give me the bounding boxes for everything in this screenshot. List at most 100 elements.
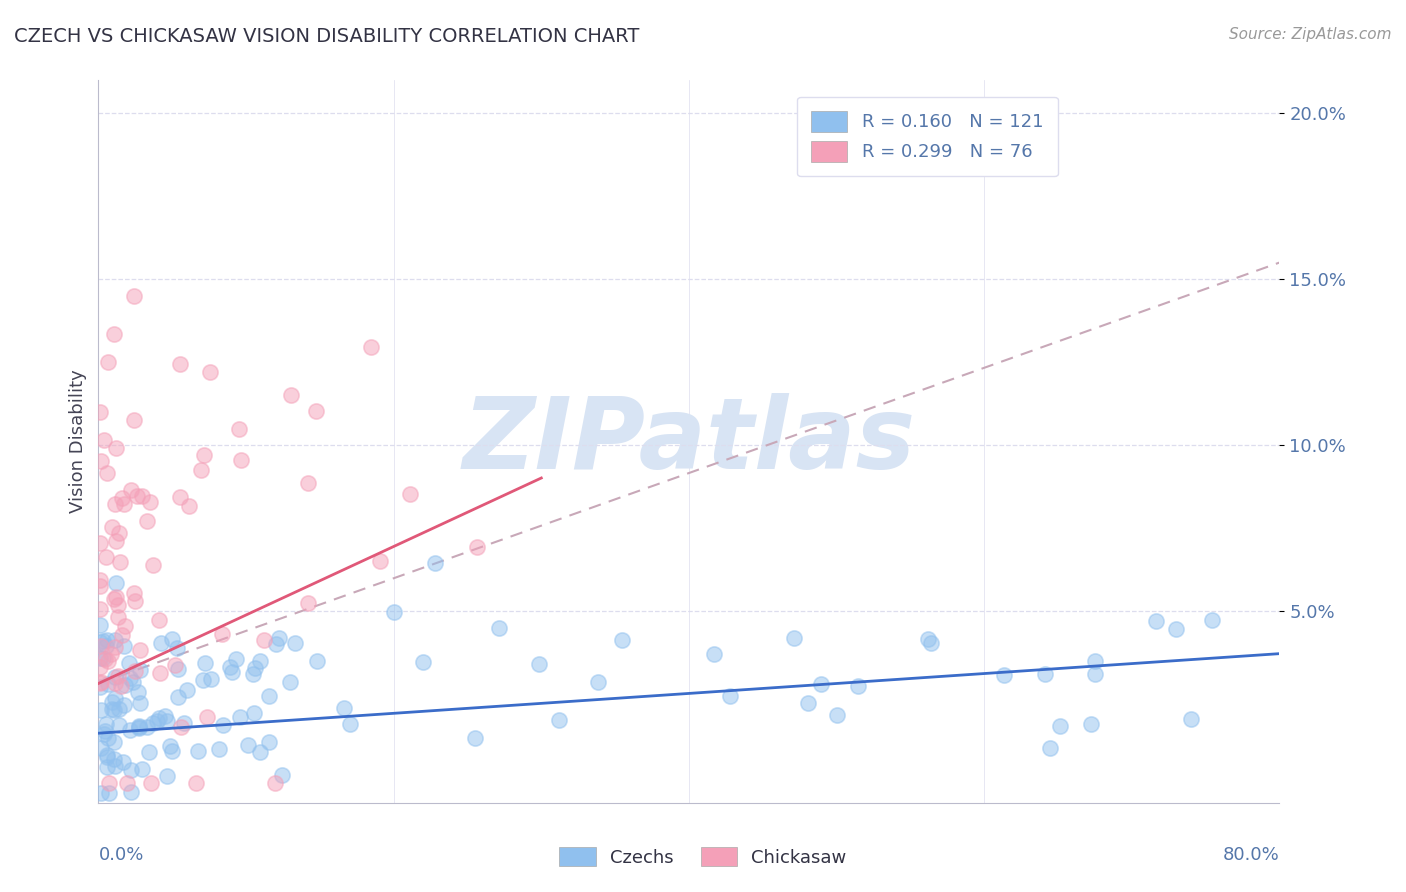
Point [187,744,209,758]
Point [107,669,129,683]
Point [120,785,142,799]
Point [155,714,177,728]
Point [120,483,142,498]
Point [159,739,181,753]
Point [94,652,117,666]
Point [142,558,165,572]
Point [145,714,167,728]
Point [993,668,1015,682]
Point [200,365,222,379]
Point [284,636,307,650]
Point [90,674,112,689]
Point [94,550,117,565]
Point [176,682,198,697]
Point [228,421,250,435]
Point [219,660,242,674]
Point [89,676,111,690]
Point [138,745,160,759]
Point [368,554,391,568]
Point [101,520,124,534]
Point [122,413,145,427]
Point [89,405,111,419]
Point [108,555,131,569]
Point [1039,740,1062,755]
Point [96,748,118,763]
Point [264,636,287,650]
Point [156,769,179,783]
Point [120,763,142,777]
Point [112,497,135,511]
Point [191,673,214,687]
Legend: Czechs, Chickasaw: Czechs, Chickasaw [553,840,853,874]
Point [90,786,112,800]
Point [221,665,243,679]
Point [89,635,111,649]
Point [100,647,122,661]
Point [107,702,129,716]
Point [280,388,302,402]
Point [94,717,117,731]
Point [104,534,127,549]
Point [264,776,287,790]
Point [169,490,191,504]
Point [136,514,159,528]
Point [122,289,145,303]
Point [89,535,111,549]
Point [114,619,136,633]
Point [1049,718,1071,732]
Point [97,655,120,669]
Point [148,613,170,627]
Point [797,696,820,710]
Point [177,499,200,513]
Point [464,731,486,745]
Point [93,434,115,448]
Point [139,776,162,790]
Point [89,650,111,665]
Point [111,491,134,505]
Point [142,715,165,730]
Text: Source: ZipAtlas.com: Source: ZipAtlas.com [1229,27,1392,42]
Point [211,718,233,732]
Point [114,678,136,692]
Point [124,593,146,607]
Point [107,610,129,624]
Point [718,689,741,703]
Point [170,721,193,735]
Point [149,636,172,650]
Point [297,475,319,490]
Point [305,404,328,418]
Point [128,720,150,734]
Point [122,675,145,690]
Point [112,639,135,653]
Point [920,636,942,650]
Point [193,449,215,463]
Point [195,710,218,724]
Point [135,720,157,734]
Point [124,664,146,678]
Point [103,632,125,647]
Point [94,724,117,739]
Point [412,655,434,669]
Point [94,640,117,654]
Point [149,666,172,681]
Point [242,667,264,681]
Point [96,760,118,774]
Point [103,703,125,717]
Point [1033,666,1056,681]
Point [703,647,725,661]
Point [104,691,127,706]
Point [827,708,849,723]
Point [108,717,131,731]
Point [90,454,112,468]
Point [242,706,264,720]
Point [101,695,124,709]
Point [465,541,488,555]
Point [89,618,111,632]
Point [173,716,195,731]
Point [128,664,150,678]
Point [131,489,153,503]
Point [165,657,187,672]
Point [1084,666,1107,681]
Point [148,711,170,725]
Point [103,676,125,690]
